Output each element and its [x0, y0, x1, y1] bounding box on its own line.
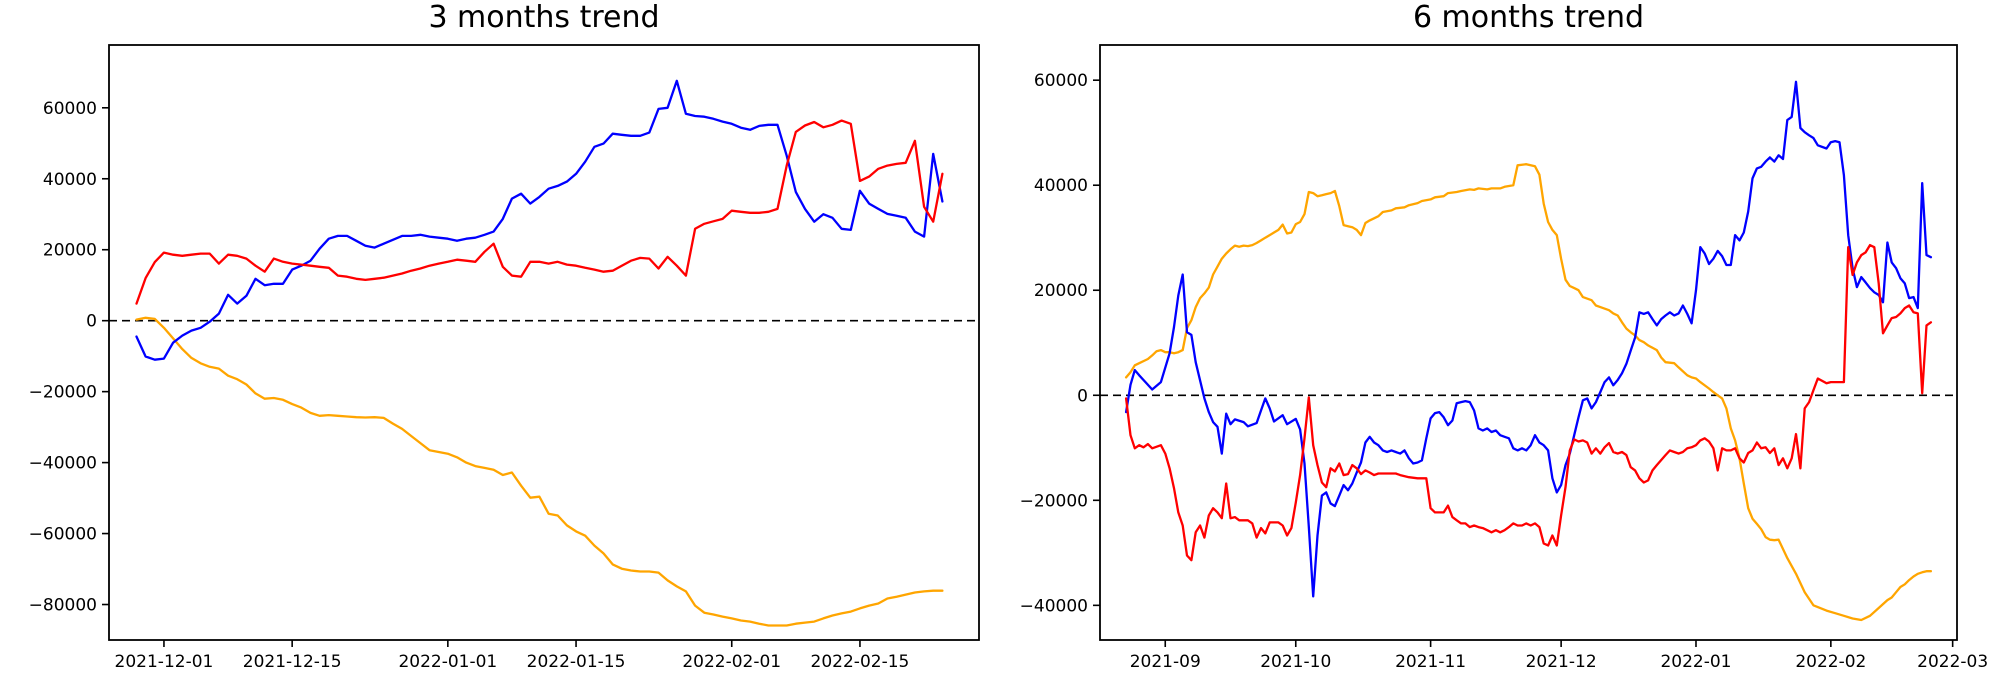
y-tick-label: −60000	[29, 525, 97, 545]
red-series-line	[135, 119, 944, 305]
y-tick-label: 20000	[43, 241, 97, 261]
y-tick-label: 40000	[43, 170, 97, 190]
x-tick-label: 2021-12-15	[243, 652, 342, 672]
x-tick-label: 2022-01-01	[398, 652, 497, 672]
y-tick-label: −40000	[29, 454, 97, 474]
y-tick-label: −80000	[29, 596, 97, 616]
red-series-line	[1124, 243, 1933, 562]
chart-title-3-months: 3 months trend	[428, 0, 660, 35]
x-tick-label: 2021-12	[1526, 652, 1597, 672]
x-tick-label: 2022-02-15	[811, 652, 910, 672]
y-tick-label: −20000	[1020, 491, 1088, 511]
x-tick-label: 2022-01-15	[527, 652, 626, 672]
orange-series-line	[1124, 163, 1933, 622]
x-tick-label: 2022-01	[1660, 652, 1731, 672]
x-tick-label: 2021-09	[1130, 652, 1201, 672]
axes-frame	[108, 44, 980, 641]
x-tick-label: 2021-11	[1395, 652, 1466, 672]
chart-6-months: 2021-09 2021-10 2021-11 2021-12 2022-01 2022-…	[1020, 44, 1988, 672]
y-tick-label: 60000	[1034, 71, 1088, 91]
blue-series-line	[1124, 80, 1933, 598]
y-tick-label: 0	[86, 312, 97, 332]
y-tick-label: 20000	[1034, 281, 1088, 301]
x-tick-label: 2022-02-01	[682, 652, 781, 672]
y-tick-label: 40000	[1034, 176, 1088, 196]
y-tick-label: 60000	[43, 99, 97, 119]
y-tick-label: −20000	[29, 383, 97, 403]
blue-series-line	[135, 79, 944, 361]
chart-3-months: 2021-12-01 2021-12-15 2022-01-01 2022-01-15…	[29, 44, 980, 672]
x-tick-label: 2021-10	[1260, 652, 1331, 672]
orange-series-line	[135, 316, 944, 627]
chart-title-6-months: 6 months trend	[1412, 0, 1645, 35]
y-tick-label: −40000	[1020, 596, 1088, 616]
x-tick-label: 2022-02	[1795, 652, 1866, 672]
axes-frame	[1099, 44, 1958, 641]
x-tick-label: 2022-03	[1917, 652, 1988, 672]
y-tick-label: 0	[1077, 386, 1088, 406]
x-tick-label: 2021-12-01	[115, 652, 214, 672]
